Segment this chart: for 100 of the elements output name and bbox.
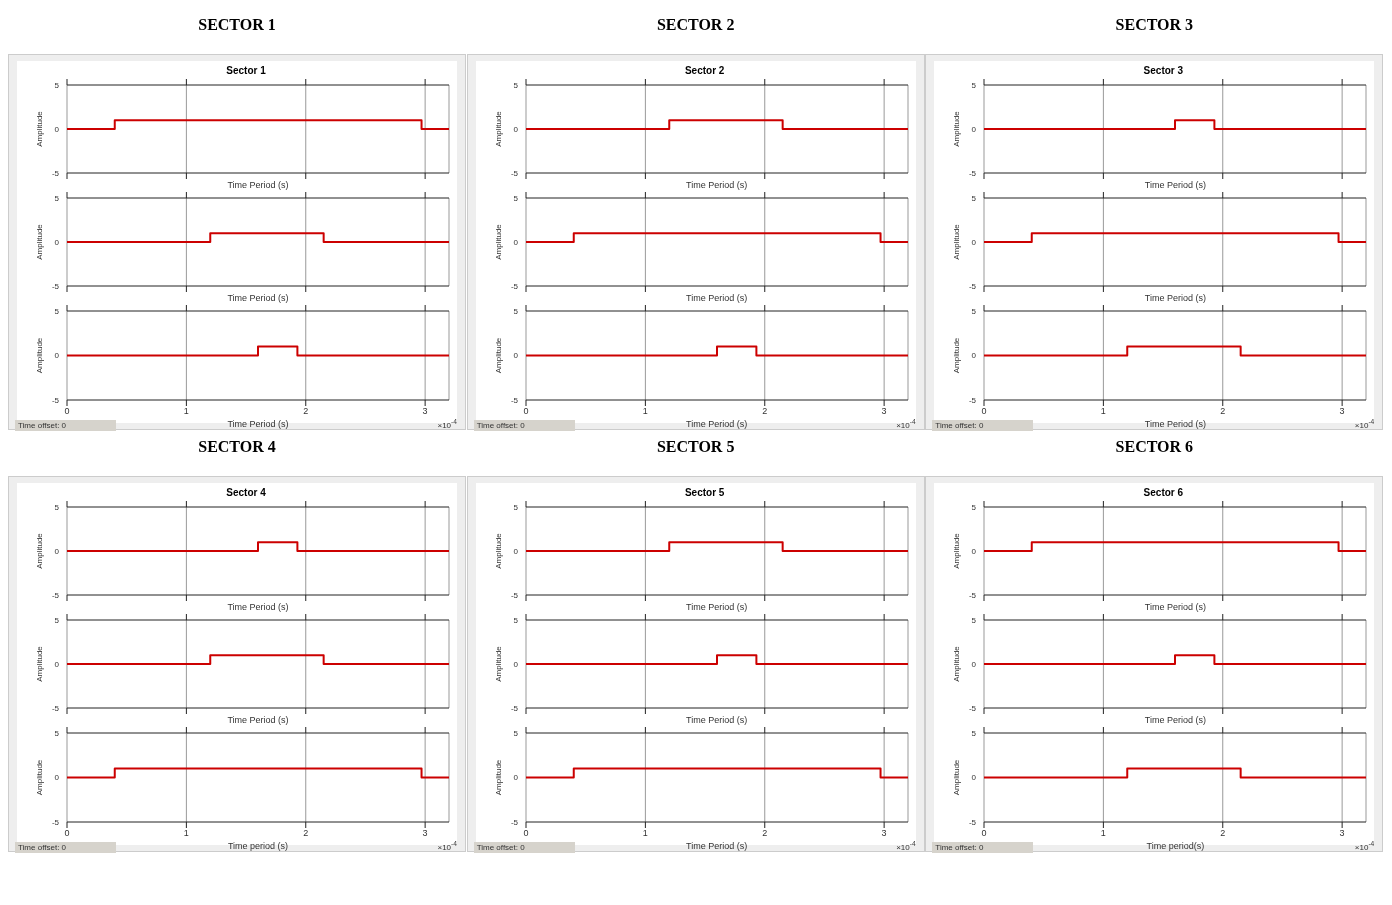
text: Time offset: 0 xyxy=(473,420,575,431)
y-tick-label: -5 xyxy=(51,817,60,827)
text: ×10$^{-4}$ xyxy=(1354,418,1375,430)
y-tick-label: -5 xyxy=(969,817,977,827)
y-tick-label: 5 xyxy=(971,80,977,90)
x-tick-label: 2 xyxy=(1220,828,1226,839)
y-tick-label: -5 xyxy=(969,590,977,600)
x-axis-title: Time Period (s) xyxy=(685,602,749,612)
y-axis-title: Amplitude xyxy=(952,645,962,682)
y-tick-label: -5 xyxy=(969,395,977,405)
y-tick-label: 0 xyxy=(54,659,60,669)
text: ×10$^{-4}$ xyxy=(1354,840,1375,852)
y-tick-label: -5 xyxy=(969,703,977,713)
text: Time offset: 0 xyxy=(15,842,116,853)
chart-title: SECTOR 3 xyxy=(1114,15,1195,35)
y-tick-label: 0 xyxy=(54,546,60,556)
y-tick-label: 0 xyxy=(971,237,977,247)
y-axis-title: Amplitude xyxy=(952,110,962,147)
y-tick-label: 5 xyxy=(513,502,519,512)
x-tick-label: 0 xyxy=(981,406,987,417)
y-axis-title: Amplitude xyxy=(952,337,962,374)
chart-subtitle: Sector 6 xyxy=(1142,487,1185,500)
y-tick-label: -5 xyxy=(51,395,60,405)
x-tick-label: 1 xyxy=(642,406,648,417)
x-tick-label: 0 xyxy=(981,828,987,839)
x-tick-label: 0 xyxy=(523,828,529,839)
y-axis-title: Amplitude xyxy=(493,759,503,796)
y-tick-label: -5 xyxy=(969,168,977,178)
chart-subtitle: Sector 1 xyxy=(225,65,267,78)
x-tick-label: 2 xyxy=(303,828,309,839)
y-tick-label: 0 xyxy=(971,773,977,783)
x-axis-title: Time Period (s) xyxy=(1143,602,1207,612)
y-tick-label: 0 xyxy=(54,237,60,247)
y-tick-label: 0 xyxy=(513,546,519,556)
y-axis-title: Amplitude xyxy=(493,532,503,569)
chart-title: SECTOR 5 xyxy=(655,437,736,457)
x-tick-label: 3 xyxy=(881,406,887,417)
y-tick-label: 5 xyxy=(971,193,977,203)
x-tick-label: 3 xyxy=(1339,828,1345,839)
y-tick-label: 0 xyxy=(54,351,60,361)
y-axis-title: Amplitude xyxy=(34,223,44,260)
y-tick-label: -5 xyxy=(510,703,519,713)
x-tick-label: 1 xyxy=(183,828,189,839)
x-axis-title: Time Period (s) xyxy=(686,841,748,851)
y-tick-label: 0 xyxy=(971,546,977,556)
y-tick-label: -5 xyxy=(51,168,60,178)
y-axis-title: Amplitude xyxy=(952,532,962,569)
y-tick-label: 5 xyxy=(971,306,977,316)
y-tick-label: 5 xyxy=(513,306,519,316)
y-tick-label: 5 xyxy=(54,728,60,738)
x-tick-label: 3 xyxy=(881,828,887,839)
chart-title: SECTOR 6 xyxy=(1114,437,1195,457)
y-tick-label: 5 xyxy=(971,615,977,625)
y-tick-label: 5 xyxy=(513,193,519,203)
x-axis-title: Time Period (s) xyxy=(685,293,749,303)
chart-subtitle: Sector 3 xyxy=(1142,65,1185,78)
text: ×10$^{-4}$ xyxy=(437,418,457,430)
y-axis-title: Amplitude xyxy=(34,532,44,569)
y-tick-label: 5 xyxy=(54,615,60,625)
x-tick-label: 2 xyxy=(1220,406,1226,417)
chart-subtitle: Sector 4 xyxy=(225,487,267,500)
text: ×10$^{-4}$ xyxy=(896,418,916,430)
y-axis-title: Amplitude xyxy=(493,110,503,147)
chart-title: SECTOR 1 xyxy=(197,15,277,35)
y-tick-label: 0 xyxy=(513,351,519,361)
y-axis-title: Amplitude xyxy=(34,110,44,147)
y-tick-label: 5 xyxy=(54,193,60,203)
y-axis-title: Amplitude xyxy=(34,337,44,374)
y-tick-label: 5 xyxy=(971,728,977,738)
y-axis-title: Amplitude xyxy=(493,645,503,682)
y-tick-label: 5 xyxy=(513,728,519,738)
x-axis-title: Time Period (s) xyxy=(226,293,290,303)
y-tick-label: 0 xyxy=(513,237,519,247)
x-axis-title: Time Period (s) xyxy=(1143,715,1207,725)
x-tick-label: 1 xyxy=(642,828,648,839)
x-axis-title: Time Period (s) xyxy=(226,715,290,725)
x-tick-label: 0 xyxy=(64,406,70,417)
x-tick-label: 0 xyxy=(523,406,529,417)
y-tick-label: -5 xyxy=(51,281,60,291)
x-axis-title: Time Period (s) xyxy=(226,602,290,612)
y-tick-label: 5 xyxy=(54,80,60,90)
x-tick-label: 1 xyxy=(1101,828,1107,839)
x-tick-label: 2 xyxy=(761,406,767,417)
text: ×10$^{-4}$ xyxy=(437,840,457,852)
x-axis-title: Time Period (s) xyxy=(1143,293,1207,303)
x-axis-title: Time Period (s) xyxy=(685,180,749,190)
x-tick-label: 0 xyxy=(64,828,70,839)
chart-subtitle: Sector 2 xyxy=(683,65,726,78)
x-tick-label: 1 xyxy=(183,406,189,417)
x-axis-title: Time period (s) xyxy=(227,841,289,851)
y-axis-title: Amplitude xyxy=(952,223,962,260)
text: ×10$^{-4}$ xyxy=(896,840,916,852)
x-tick-label: 3 xyxy=(1339,406,1345,417)
y-tick-label: 5 xyxy=(513,80,519,90)
y-axis-title: Amplitude xyxy=(493,223,503,260)
x-axis-title: Time Period (s) xyxy=(1144,419,1206,429)
x-tick-label: 2 xyxy=(303,406,309,417)
x-tick-label: 1 xyxy=(1101,406,1107,417)
y-tick-label: 5 xyxy=(513,615,519,625)
y-tick-label: 5 xyxy=(971,502,977,512)
